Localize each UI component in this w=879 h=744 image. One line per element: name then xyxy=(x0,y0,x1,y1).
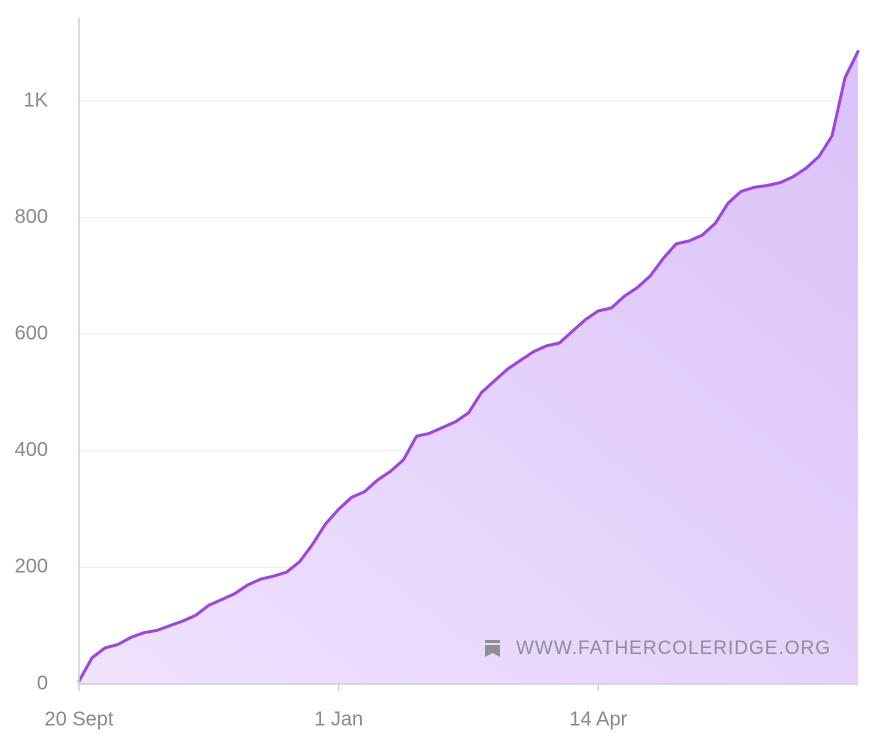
line xyxy=(77,50,860,683)
y-tick-label: 0 xyxy=(37,672,48,694)
x-tick-label: 1 Jan xyxy=(314,708,363,730)
x-tick-label: 20 Sept xyxy=(45,708,114,730)
y-tick-label: 400 xyxy=(15,439,48,461)
y-tick-label: 800 xyxy=(15,206,48,228)
plot xyxy=(77,50,860,684)
area xyxy=(79,51,858,684)
x-tick-label: 14 Apr xyxy=(569,708,627,730)
y-tick-label: 600 xyxy=(15,322,48,344)
y-tick-label: 200 xyxy=(15,556,48,578)
y-tick-label: 1K xyxy=(24,89,49,111)
watermark-icon xyxy=(485,640,500,657)
watermark: WWW.FATHERCOLERIDGE.ORG xyxy=(516,638,831,659)
